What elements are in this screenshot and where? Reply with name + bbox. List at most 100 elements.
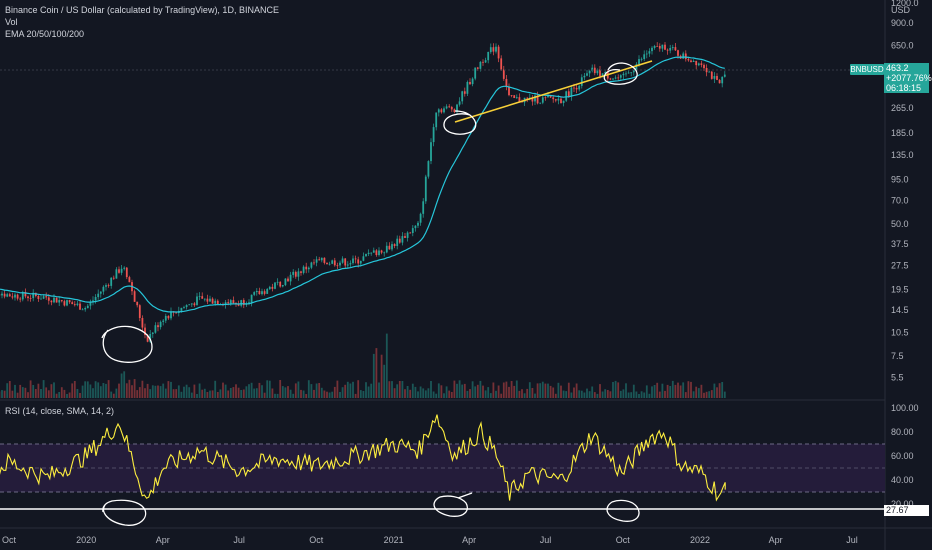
candle-body [401, 236, 404, 243]
candle-body [380, 250, 383, 253]
volume-bar [710, 390, 713, 398]
volume-bar [331, 391, 334, 398]
volume-bar [536, 383, 539, 398]
volume-bar [414, 386, 417, 398]
candle-body [430, 142, 432, 162]
volume-bar [651, 386, 653, 398]
volume-bar [487, 387, 490, 398]
candle-body [619, 75, 622, 78]
candle-body [640, 58, 643, 60]
ema-legend: EMA 20/50/100/200 [5, 29, 85, 39]
candle-body [573, 87, 575, 89]
volume-bar [409, 389, 412, 398]
candle-body [580, 77, 583, 86]
candle-body [471, 78, 474, 85]
volume-bar [692, 391, 695, 398]
volume-bar [242, 389, 245, 398]
volume-bar [567, 382, 570, 398]
volume-bar [196, 394, 198, 398]
volume-bar [552, 387, 555, 398]
volume-bar [630, 392, 633, 398]
candle-body [227, 302, 230, 304]
candle-body [500, 58, 503, 70]
time-tick-label: 2021 [384, 535, 404, 545]
volume-bar [14, 384, 16, 398]
volume-bar [352, 381, 354, 398]
time-tick-label: Jul [846, 535, 858, 545]
rsi-tick-label: 20.00 [891, 499, 914, 509]
volume-bar [63, 389, 66, 398]
candle-body [627, 72, 630, 74]
volume-bar [528, 382, 531, 398]
candle-body [515, 97, 518, 99]
volume-bar [92, 388, 94, 398]
candle-body [6, 294, 9, 297]
volume-bar [268, 380, 271, 398]
volume-bar [32, 385, 35, 398]
volume-bar [518, 390, 521, 398]
price-tick-label: 265.0 [891, 103, 914, 113]
volume-bar [55, 393, 58, 398]
candle-body [562, 100, 565, 103]
volume-bar [125, 383, 128, 398]
volume-bar [406, 386, 409, 398]
volume-bar [469, 389, 471, 398]
volume-bar [677, 382, 679, 398]
candle-body [708, 71, 711, 73]
volume-bar [372, 353, 375, 398]
price-line [0, 46, 725, 340]
candle-body [45, 296, 48, 298]
candle-body [609, 78, 612, 80]
volume-bar [440, 385, 443, 398]
candle-body [586, 73, 588, 76]
candle-body [354, 258, 357, 260]
volume-bar [502, 382, 505, 398]
volume-bar [346, 381, 349, 398]
price-tick-label: 1200.0 [891, 0, 919, 8]
rsi-legend: RSI (14, close, SMA, 14, 2) [5, 406, 115, 416]
candle-body [656, 46, 659, 47]
volume-bar [333, 386, 336, 398]
candle-body [547, 95, 549, 98]
volume-bar [71, 383, 74, 398]
rsi-tick-label: 40.00 [891, 475, 914, 485]
volume-bar [216, 392, 219, 398]
volume-bar [656, 382, 659, 398]
volume-bar [305, 394, 308, 398]
candle-body [92, 300, 94, 302]
volume-bar [66, 394, 68, 398]
candle-body [164, 315, 167, 321]
rsi-tick-label: 100.00 [891, 403, 919, 413]
candle-body [331, 260, 334, 264]
candle-body [404, 236, 406, 238]
time-tick-label: Apr [156, 535, 170, 545]
volume-bar [138, 387, 141, 398]
candle-body [409, 232, 412, 234]
candle-body [53, 297, 55, 303]
volume-bar [690, 381, 692, 398]
volume-bar [284, 387, 287, 398]
volume-bar [34, 389, 37, 398]
volume-bar [300, 389, 302, 398]
candle-body [450, 107, 453, 110]
candle-body [612, 78, 614, 80]
volume-bar [227, 390, 230, 398]
candle-body [305, 266, 308, 270]
volume-bar [723, 391, 726, 398]
candle-body [638, 59, 640, 65]
volume-bar [586, 388, 588, 398]
ema-line [0, 56, 725, 313]
volume-bar [84, 381, 87, 398]
volume-bar [73, 381, 76, 398]
candle-body [557, 98, 560, 101]
volume-bar [661, 383, 664, 398]
candle-body [424, 176, 427, 202]
candle-body [300, 271, 302, 273]
volume-bar [523, 393, 526, 398]
candle-body [307, 267, 310, 270]
candle-body [502, 69, 505, 79]
volume-bar [266, 380, 269, 398]
candle-body [534, 95, 536, 102]
candle-body [310, 262, 313, 268]
